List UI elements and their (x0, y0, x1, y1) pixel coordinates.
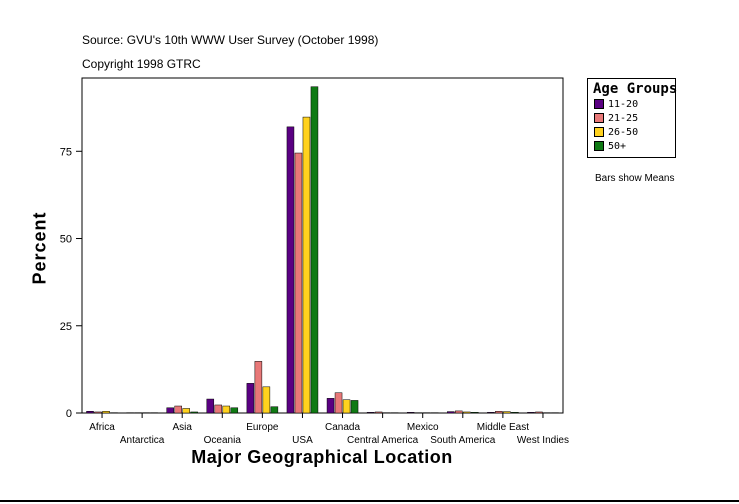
bar-26-50-middle-east (503, 411, 511, 414)
y-tick-label: 25 (60, 321, 72, 333)
bar-21-25-oceania (214, 404, 223, 414)
x-tick-label: Oceania (204, 435, 242, 446)
legend-swatch (594, 99, 604, 109)
bar-11-20-central-america (366, 412, 375, 414)
bar-50+-oceania (230, 407, 239, 414)
bar-26-50-oceania (222, 405, 231, 414)
bar-26-50-africa (102, 411, 110, 414)
legend-label: 21-25 (608, 112, 639, 124)
bar-21-25-middle-east (495, 411, 503, 414)
legend-item-21-25: 21-25 (594, 111, 675, 125)
legend-item-50-plus: 50+ (594, 139, 675, 153)
x-tick-label: Central America (347, 435, 419, 446)
bar-26-50-usa (302, 116, 311, 414)
y-tick-label: 0 (66, 408, 72, 420)
bar-21-25-africa (94, 411, 102, 414)
x-tick-label: Asia (172, 422, 192, 433)
legend-item-26-50: 26-50 (594, 125, 675, 139)
bar-11-20-europe (246, 383, 255, 414)
legend: Age Groups 11-20 21-25 26-50 50+ (587, 78, 678, 158)
x-tick-label: Mexico (407, 422, 439, 433)
plot-frame (81, 77, 564, 414)
legend-swatch (594, 127, 604, 137)
copyright-line: Copyright 1998 GTRC (82, 57, 201, 71)
legend-label: 11-20 (608, 98, 639, 110)
y-tick-label: 75 (60, 146, 72, 158)
bar-11-20-asia (166, 407, 174, 414)
bar-21-25-west-indies (535, 411, 543, 414)
bars-note: Bars show Means (595, 173, 675, 184)
bar-26-50-europe (262, 386, 271, 414)
bar-21-25-canada (334, 392, 343, 414)
x-tick-label: Canada (325, 422, 360, 433)
bar-11-20-west-indies (527, 412, 535, 414)
bar-50+-asia (190, 411, 198, 414)
bar-26-50-south-america (463, 411, 471, 414)
legend-label: 26-50 (608, 126, 639, 138)
legend-item-11-20: 11-20 (594, 97, 675, 111)
legend-label: 50+ (608, 140, 627, 152)
bar-21-25-central-america (374, 411, 383, 414)
x-axis-title: Major Geographical Location (191, 447, 453, 467)
y-tick-label: 50 (60, 234, 72, 246)
bar-21-25-south-america (455, 410, 463, 414)
source-line: Source: GVU's 10th WWW User Survey (Octo… (82, 33, 379, 47)
bar-50+-europe (270, 406, 279, 414)
legend-swatch (594, 113, 604, 123)
x-tick-label: USA (292, 435, 313, 446)
bar-50+-usa (310, 86, 319, 414)
bottom-divider (0, 500, 739, 502)
x-tick-label: Europe (246, 422, 279, 433)
bar-26-50-canada (342, 399, 351, 414)
bar-50+-middle-east (511, 412, 519, 414)
bar-11-20-canada (326, 398, 335, 414)
bar-11-20-mexico (406, 412, 415, 414)
x-tick-label: South America (430, 435, 495, 446)
bar-21-25-europe (254, 361, 263, 414)
bar-11-20-usa (286, 126, 295, 414)
x-tick-label: West Indies (517, 435, 569, 446)
bar-11-20-oceania (206, 398, 215, 414)
bar-11-20-south-america (447, 411, 455, 414)
bar-50+-south-america (471, 412, 479, 414)
y-axis-title: Percent (29, 211, 50, 285)
bar-26-50-asia (182, 408, 190, 414)
legend-swatch (594, 141, 604, 151)
x-tick-label: Africa (89, 422, 115, 433)
bar-11-20-middle-east (487, 412, 495, 414)
x-tick-label: Antarctica (120, 435, 165, 446)
bar-50+-canada (350, 400, 359, 414)
legend-title: Age Groups (593, 81, 678, 97)
bar-21-25-usa (294, 152, 303, 414)
bar-21-25-asia (174, 405, 182, 414)
x-tick-label: Middle East (477, 422, 529, 433)
bar-11-20-africa (86, 411, 94, 414)
